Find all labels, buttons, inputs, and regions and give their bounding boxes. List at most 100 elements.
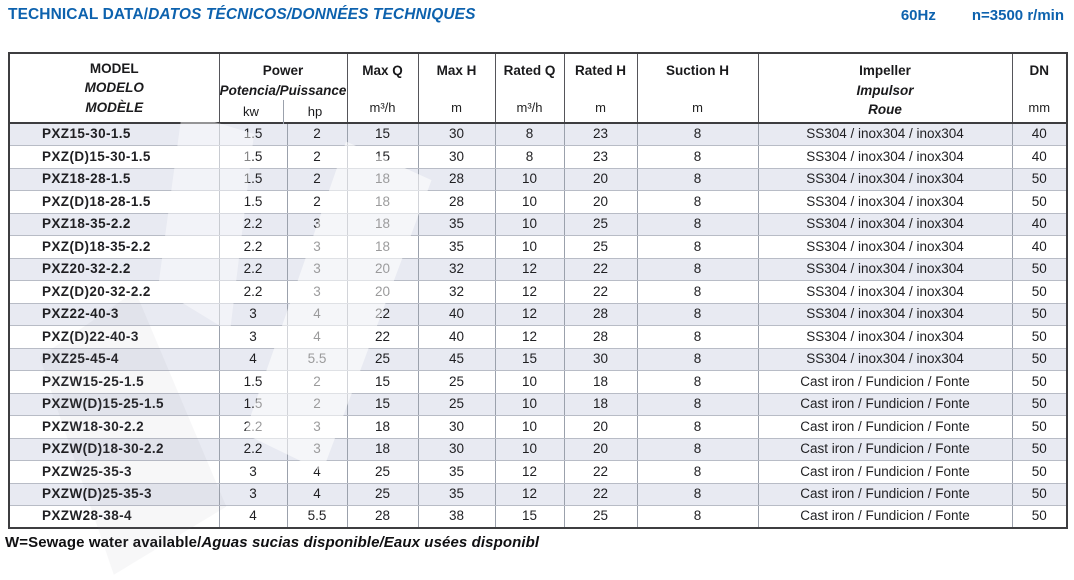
cell-power-hp: 2	[286, 167, 348, 191]
cell-model: PXZW(D)18-30-2.2	[8, 437, 220, 461]
impeller-label-fr: Roue	[868, 102, 902, 118]
col-header-max-h: Max H m	[417, 52, 496, 124]
cell-rated-q: 8	[494, 122, 565, 146]
frequency-label: 60Hz	[900, 7, 936, 24]
cell-rated-h: 20	[563, 167, 638, 191]
cell-max-q: 22	[346, 325, 419, 349]
cell-impeller: SS304 / inox304 / inox304	[757, 235, 1013, 259]
cell-max-q: 22	[346, 302, 419, 326]
col-header-rated-h: Rated H m	[563, 52, 638, 124]
cell-suction-h: 8	[636, 325, 759, 349]
cell-dn: 40	[1011, 235, 1068, 259]
table-row: PXZW(D)15-25-1.5 1.5 2 15 25 10 18 8 Cas…	[8, 392, 1068, 416]
cell-suction-h: 8	[636, 235, 759, 259]
cell-max-h: 30	[417, 122, 496, 146]
cell-power-kw: 4	[218, 347, 288, 371]
cell-model: PXZ25-45-4	[8, 347, 220, 371]
cell-max-q: 18	[346, 235, 419, 259]
speed-label: n=3500 r/min	[971, 7, 1064, 24]
cell-max-q: 15	[346, 370, 419, 394]
cell-rated-h: 20	[563, 190, 638, 214]
cell-suction-h: 8	[636, 505, 759, 529]
cell-power-kw: 3	[218, 460, 288, 484]
cell-impeller: Cast iron / Fundicion / Fonte	[757, 370, 1013, 394]
footnote: W=Sewage water available/Aguas sucias di…	[5, 534, 539, 551]
cell-model: PXZ18-28-1.5	[8, 167, 220, 191]
cell-rated-q: 12	[494, 257, 565, 281]
cell-power-hp: 2	[286, 122, 348, 146]
cell-max-h: 45	[417, 347, 496, 371]
cell-rated-h: 22	[563, 482, 638, 506]
cell-model: PXZ15-30-1.5	[8, 122, 220, 146]
cell-dn: 50	[1011, 392, 1068, 416]
page-title-en: TECHNICAL DATA/	[8, 6, 149, 23]
cell-power-kw: 1.5	[218, 190, 288, 214]
cell-max-q: 15	[346, 392, 419, 416]
unit-dn: mm	[1028, 100, 1051, 115]
impeller-label-en: Impeller	[859, 63, 911, 78]
cell-suction-h: 8	[636, 122, 759, 146]
cell-suction-h: 8	[636, 167, 759, 191]
table-row: PXZW28-38-4 4 5.5 28 38 15 25 8 Cast iro…	[8, 505, 1068, 529]
cell-suction-h: 8	[636, 257, 759, 281]
cell-max-q: 20	[346, 280, 419, 304]
cell-power-hp: 2	[286, 190, 348, 214]
cell-rated-q: 10	[494, 415, 565, 439]
cell-max-q: 25	[346, 347, 419, 371]
cell-dn: 50	[1011, 280, 1068, 304]
cell-max-q: 18	[346, 212, 419, 236]
cell-dn: 40	[1011, 145, 1068, 169]
pump-data-table: MODEL MODELO MODÈLE Power Potencia/Puiss…	[8, 52, 1068, 529]
cell-impeller: SS304 / inox304 / inox304	[757, 257, 1013, 281]
cell-power-hp: 2	[286, 145, 348, 169]
power-label-en: Power	[262, 63, 304, 78]
cell-power-hp: 4	[286, 325, 348, 349]
cell-rated-h: 18	[563, 370, 638, 394]
cell-max-h: 28	[417, 167, 496, 191]
cell-power-hp: 4	[286, 302, 348, 326]
cell-power-kw: 1.5	[218, 392, 288, 416]
cell-power-kw: 1.5	[218, 167, 288, 191]
table-row: PXZ25-45-4 4 5.5 25 45 15 30 8 SS304 / i…	[8, 347, 1068, 371]
cell-max-h: 30	[417, 437, 496, 461]
cell-model: PXZW(D)25-35-3	[8, 482, 220, 506]
cell-max-q: 15	[346, 122, 419, 146]
cell-impeller: SS304 / inox304 / inox304	[757, 302, 1013, 326]
cell-max-h: 38	[417, 505, 496, 529]
cell-power-kw: 3	[218, 325, 288, 349]
cell-impeller: Cast iron / Fundicion / Fonte	[757, 460, 1013, 484]
cell-max-q: 25	[346, 482, 419, 506]
cell-max-q: 18	[346, 415, 419, 439]
table-body: PXZ15-30-1.5 1.5 2 15 30 8 2 3 8 SS304 / …	[8, 122, 1068, 529]
cell-max-h: 30	[417, 415, 496, 439]
cell-max-h: 40	[417, 302, 496, 326]
cell-max-q: 18	[346, 437, 419, 461]
unit-max-q: m³/h	[369, 100, 396, 115]
cell-rated-q: 15	[494, 505, 565, 529]
cell-model: PXZ18-35-2.2	[8, 212, 220, 236]
cell-dn: 50	[1011, 505, 1068, 529]
power-units: kw hp	[220, 100, 347, 125]
cell-dn: 50	[1011, 190, 1068, 214]
cell-model: PXZW18-30-2.2	[8, 415, 220, 439]
footnote-en: W=Sewage water available/	[5, 534, 202, 551]
cell-rated-h: 30	[563, 347, 638, 371]
cell-power-kw: 3	[218, 482, 288, 506]
cell-rated-q: 12	[494, 325, 565, 349]
cell-impeller: Cast iron / Fundicion / Fonte	[757, 505, 1013, 529]
cell-max-h: 28	[417, 190, 496, 214]
cell-impeller: Cast iron / Fundicion / Fonte	[757, 437, 1013, 461]
cell-dn: 50	[1011, 302, 1068, 326]
cell-rated-h: 22	[563, 460, 638, 484]
table-row: PXZW18-30-2.2 2.2 3 18 30 10 20 8 Cast i…	[8, 415, 1068, 439]
col-header-power: Power Potencia/Puissance kw hp	[218, 52, 348, 125]
table-row: PXZ18-35-2.2 2.2 3 18 35 10 25 8 SS304 /…	[8, 212, 1068, 236]
cell-rated-q: 12	[494, 460, 565, 484]
cell-max-h: 35	[417, 212, 496, 236]
footnote-translations: Aguas sucias disponible/Eaux usées dispo…	[201, 534, 540, 551]
cell-rated-h: 18	[563, 392, 638, 416]
cell-dn: 50	[1011, 325, 1068, 349]
table-row: PXZ18-28-1.5 1.5 2 18 28 10 20 8 SS304 /…	[8, 167, 1068, 191]
cell-dn: 50	[1011, 437, 1068, 461]
cell-power-hp: 3	[286, 235, 348, 259]
